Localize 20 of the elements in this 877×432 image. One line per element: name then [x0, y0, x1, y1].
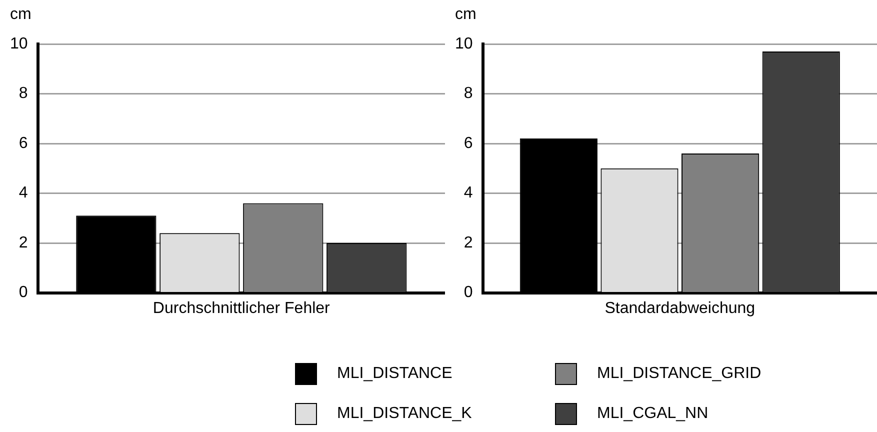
- y-tick-label: 6: [18, 134, 28, 152]
- y-tick-label: 4: [464, 184, 473, 202]
- legend-label: MLI_CGAL_NN: [597, 405, 708, 423]
- y-tick-label: 2: [464, 234, 473, 252]
- y-tick-label: 6: [464, 134, 473, 152]
- y-axis-title: cm: [455, 6, 476, 24]
- y-tick-label: 0: [464, 284, 473, 302]
- y-tick-label: 10: [455, 35, 473, 52]
- y-axis-title: cm: [10, 6, 32, 24]
- y-tick-label: 2: [18, 234, 28, 252]
- y-tick-label: 0: [18, 284, 28, 302]
- legend-label: MLI_DISTANCE_GRID: [597, 365, 762, 383]
- x-tick-label: Durchschnittlicher Fehler: [152, 300, 331, 317]
- y-tick-label: 4: [18, 184, 28, 202]
- y-tick-label: 8: [18, 85, 28, 102]
- y-tick-label: 10: [10, 35, 28, 52]
- legend-label: MLI_DISTANCE_K: [337, 405, 472, 423]
- x-tick-label: Standardabweichung: [604, 300, 756, 317]
- y-tick-label: 8: [464, 85, 473, 102]
- legend-label: MLI_DISTANCE: [337, 365, 452, 383]
